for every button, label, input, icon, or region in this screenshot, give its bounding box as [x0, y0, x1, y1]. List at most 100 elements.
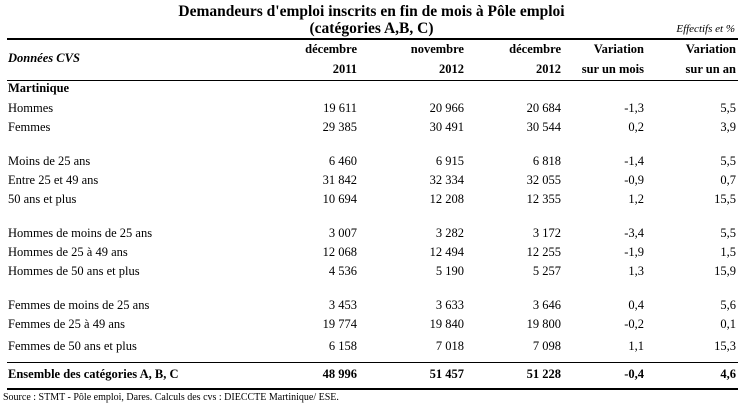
- cell-dec-2012: 20 684: [526, 101, 561, 115]
- cell-dec-2012: 5 257: [532, 264, 561, 278]
- row-label: Femmes de moins de 25 ans: [8, 298, 150, 312]
- row-label: Moins de 25 ans: [8, 154, 91, 168]
- header-col-dec-2012-bottom: 2012: [536, 62, 561, 76]
- cell-var-mois: 1,1: [628, 339, 644, 353]
- row-label: 50 ans et plus: [8, 192, 77, 206]
- cell-nov-2012: 3 633: [435, 298, 464, 312]
- cell-var-an: 0,7: [720, 173, 736, 187]
- source-note: Source : STMT - Pôle emploi, Dares. Calc…: [3, 392, 339, 403]
- cell-dec-2011: 6 460: [328, 154, 357, 168]
- unit-note: Effectifs et %: [676, 23, 735, 35]
- header-col-var-mois-bottom: sur un mois: [581, 62, 644, 76]
- row-label: Hommes de moins de 25 ans: [8, 226, 153, 240]
- header-col-var-mois-top: Variation: [593, 42, 644, 56]
- cell-var-mois: 1,2: [628, 192, 644, 206]
- table-row: Hommes de 25 à 49 ans 12 068 12 494 12 2…: [0, 243, 743, 261]
- table-row: Hommes de 50 ans et plus 4 536 5 190 5 2…: [0, 262, 743, 280]
- cell-dec-2011: 12 068: [322, 245, 357, 259]
- cell-var-an: 5,5: [720, 226, 736, 240]
- top-rule: [7, 38, 738, 40]
- cell-dec-2011: 10 694: [322, 192, 357, 206]
- cell-var-mois: -0,2: [624, 317, 644, 331]
- cell-dec-2012: 3 646: [532, 298, 561, 312]
- row-label: Entre 25 et 49 ans: [8, 173, 99, 187]
- table-title-line-1: Demandeurs d'emploi inscrits en fin de m…: [178, 3, 565, 20]
- cell-var-an: 5,5: [720, 154, 736, 168]
- cell-var-an: 15,5: [714, 192, 736, 206]
- cell-var-mois: -3,4: [624, 226, 644, 240]
- cell-var-mois: 0,2: [628, 120, 644, 134]
- header-rule: [7, 80, 738, 81]
- header-col-var-mois: Variation sur un mois: [582, 42, 644, 77]
- cell-nov-2012: 30 491: [429, 120, 464, 134]
- table-row: Femmes de moins de 25 ans 3 453 3 633 3 …: [0, 296, 743, 314]
- table-title-line-2: (catégories A,B, C): [309, 20, 434, 37]
- cell-dec-2011: 4 536: [328, 264, 357, 278]
- table-row: Hommes 19 611 20 966 20 684 -1,3 5,5: [0, 99, 743, 117]
- row-label: Hommes: [8, 101, 54, 115]
- cell-nov-2012: 7 018: [435, 339, 464, 353]
- row-label: Femmes de 25 à 49 ans: [8, 317, 125, 331]
- header-col-var-an-top: Variation: [685, 42, 736, 56]
- table-row: Femmes 29 385 30 491 30 544 0,2 3,9: [0, 118, 743, 136]
- total-var-an: 4,6: [720, 367, 736, 381]
- row-label: Femmes: [8, 120, 51, 134]
- header-col-nov-2012: novembre 2012: [411, 42, 464, 77]
- header-col-dec-2011: décembre 2011: [305, 42, 357, 77]
- cell-dec-2011: 19 611: [323, 101, 357, 115]
- cell-var-an: 15,9: [714, 264, 736, 278]
- bottom-rule: [7, 388, 738, 390]
- cell-dec-2011: 6 158: [328, 339, 357, 353]
- total-row: Ensemble des catégories A, B, C 48 996 5…: [0, 365, 743, 383]
- header-col-dec-2011-top: décembre: [305, 42, 357, 56]
- header-col-dec-2012-top: décembre: [509, 42, 561, 56]
- table-title: Demandeurs d'emploi inscrits en fin de m…: [0, 3, 743, 37]
- table-row: 50 ans et plus 10 694 12 208 12 355 1,2 …: [0, 190, 743, 208]
- cell-dec-2012: 19 800: [526, 317, 561, 331]
- table-row: Femmes de 50 ans et plus 6 158 7 018 7 0…: [0, 337, 743, 355]
- cell-nov-2012: 20 966: [429, 101, 464, 115]
- header-col-var-an-bottom: sur un an: [685, 62, 737, 76]
- total-var-mois: -0,4: [624, 367, 644, 381]
- cell-dec-2012: 32 055: [526, 173, 561, 187]
- cell-var-mois: -1,4: [624, 154, 644, 168]
- cell-dec-2012: 7 098: [532, 339, 561, 353]
- header-col-dec-2012: décembre 2012: [509, 42, 561, 77]
- cell-nov-2012: 5 190: [435, 264, 464, 278]
- cell-dec-2012: 12 255: [526, 245, 561, 259]
- header-col-nov-2012-bottom: 2012: [439, 62, 464, 76]
- cell-dec-2011: 31 842: [322, 173, 357, 187]
- header-col-dec-2011-bottom: 2011: [332, 62, 357, 76]
- row-label: Hommes de 50 ans et plus: [8, 264, 140, 278]
- total-dec-2012: 51 228: [526, 367, 561, 381]
- cell-dec-2011: 29 385: [322, 120, 357, 134]
- header-col-nov-2012-top: novembre: [410, 42, 464, 56]
- total-dec-2011: 48 996: [322, 367, 357, 381]
- cell-dec-2012: 12 355: [526, 192, 561, 206]
- header-donnees-cvs: Données CVS: [8, 51, 80, 65]
- cell-dec-2011: 3 007: [328, 226, 357, 240]
- cell-var-an: 5,5: [720, 101, 736, 115]
- table-row: Entre 25 et 49 ans 31 842 32 334 32 055 …: [0, 171, 743, 189]
- cell-var-an: 0,1: [720, 317, 736, 331]
- cell-var-mois: -1,3: [624, 101, 644, 115]
- cell-dec-2011: 19 774: [322, 317, 357, 331]
- table-row: Hommes de moins de 25 ans 3 007 3 282 3 …: [0, 224, 743, 242]
- cell-nov-2012: 12 494: [429, 245, 464, 259]
- cell-var-mois: 0,4: [628, 298, 644, 312]
- cell-dec-2012: 6 818: [532, 154, 561, 168]
- cell-var-an: 3,9: [720, 120, 736, 134]
- section-martinique: Martinique: [8, 81, 70, 95]
- row-label: Hommes de 25 à 49 ans: [8, 245, 128, 259]
- table-row: Femmes de 25 à 49 ans 19 774 19 840 19 8…: [0, 315, 743, 333]
- cell-nov-2012: 19 840: [429, 317, 464, 331]
- cell-nov-2012: 6 915: [435, 154, 464, 168]
- cell-var-an: 1,5: [720, 245, 736, 259]
- row-label: Femmes de 50 ans et plus: [8, 339, 137, 353]
- cell-dec-2012: 30 544: [526, 120, 561, 134]
- table-row: Moins de 25 ans 6 460 6 915 6 818 -1,4 5…: [0, 152, 743, 170]
- cell-nov-2012: 32 334: [429, 173, 464, 187]
- cell-var-mois: -1,9: [624, 245, 644, 259]
- cell-var-an: 5,6: [720, 298, 736, 312]
- total-rule: [7, 362, 738, 363]
